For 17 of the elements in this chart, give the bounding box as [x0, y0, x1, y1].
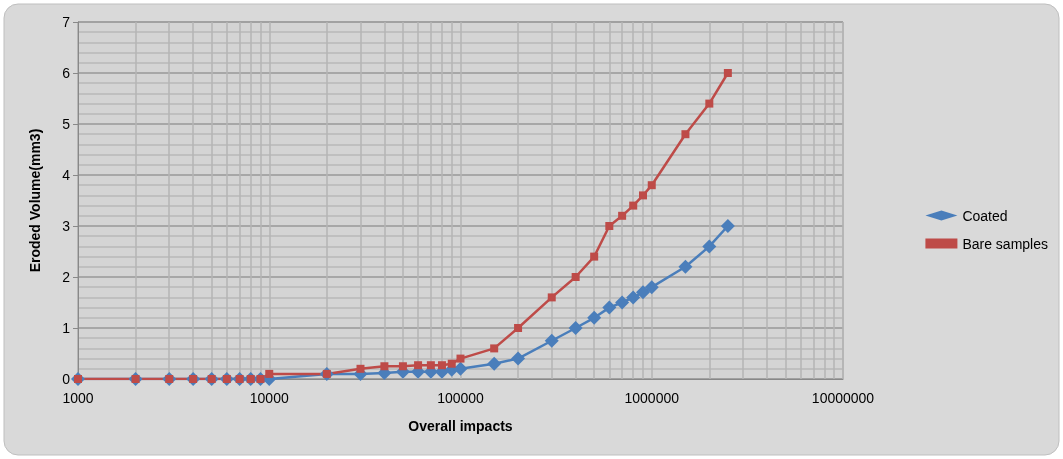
legend-label: Coated: [962, 207, 1008, 224]
x-tick-label: 10000: [249, 390, 289, 406]
x-tick-label: 1000: [62, 390, 94, 406]
y-tick-label: 7: [62, 14, 71, 30]
y-tick-label: 6: [62, 65, 71, 81]
y-tick-label: 3: [62, 218, 71, 234]
y-tick-label: 5: [62, 116, 71, 132]
y-tick-label: 1: [62, 320, 71, 336]
y-tick-label: 2: [62, 269, 71, 285]
x-tick-label: 10000000: [811, 390, 875, 406]
y-tick-label: 0: [62, 371, 71, 387]
y-axis-title: Eroded Volume(mm3): [27, 128, 43, 273]
x-axis-title: Overall impacts: [408, 418, 513, 434]
legend-label: Bare samples: [962, 235, 1048, 252]
y-tick-label: 4: [62, 167, 71, 183]
x-tick-label: 100000: [437, 390, 485, 406]
x-tick-label: 1000000: [624, 390, 680, 406]
